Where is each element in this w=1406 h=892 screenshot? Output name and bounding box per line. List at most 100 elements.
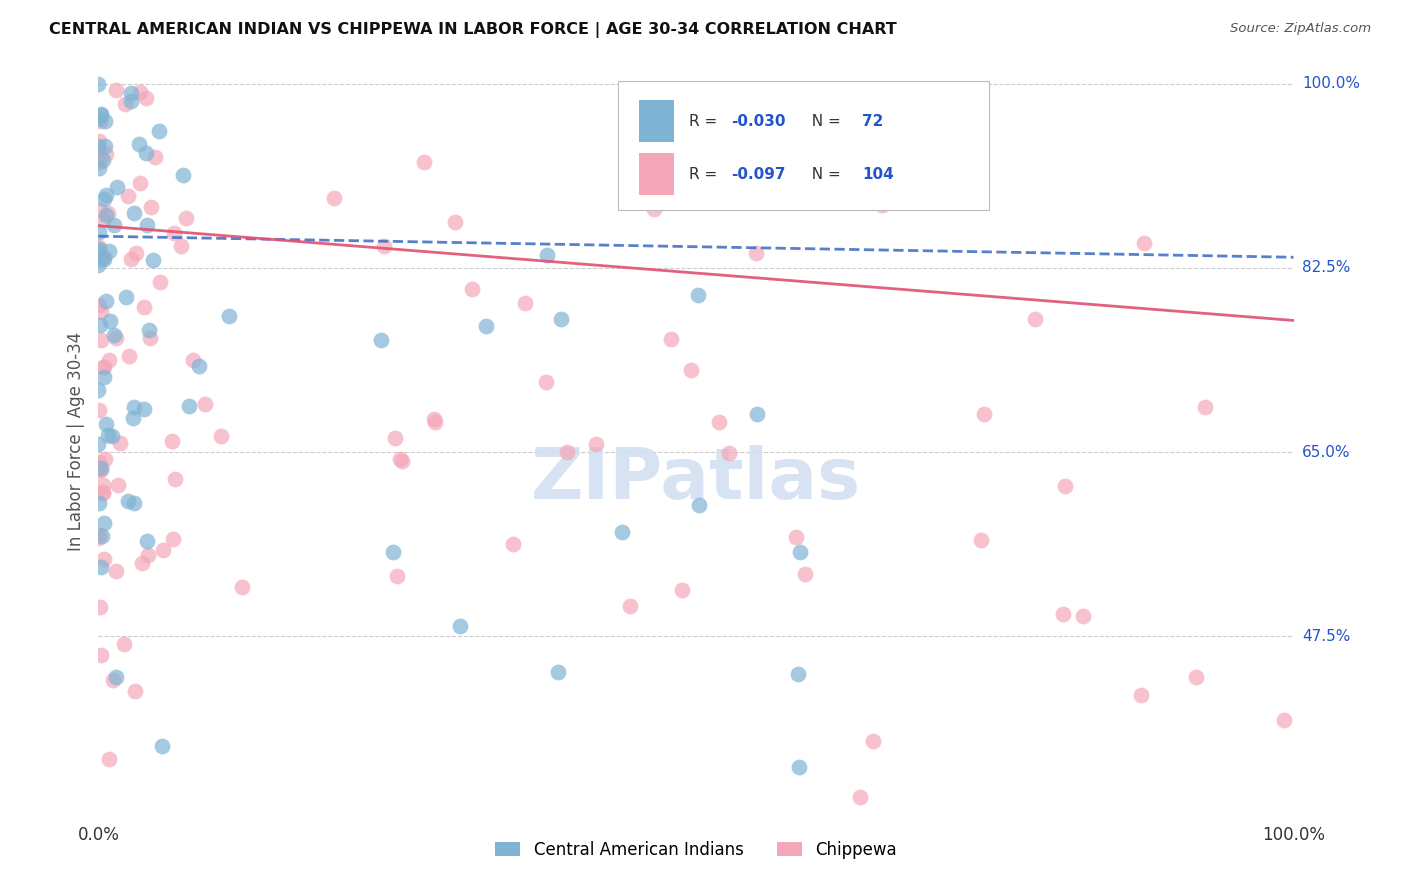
- Point: [870, 198, 893, 212]
- Point: [108, 436, 131, 450]
- Point: [162, 532, 184, 546]
- Text: Source: ZipAtlas.com: Source: ZipAtlas.com: [1230, 22, 1371, 36]
- Text: CENTRAL AMERICAN INDIAN VS CHIPPEWA IN LABOR FORCE | AGE 30-34 CORRELATION CHART: CENTRAL AMERICAN INDIAN VS CHIPPEWA IN L…: [49, 22, 897, 38]
- Point: [502, 537, 524, 551]
- Point: [114, 97, 136, 112]
- Point: [152, 543, 174, 558]
- Point: [91, 212, 114, 227]
- Point: [188, 359, 211, 373]
- Point: [90, 106, 112, 120]
- Point: [105, 83, 128, 97]
- Point: [1184, 670, 1206, 684]
- Point: [91, 360, 114, 375]
- Point: [136, 548, 159, 562]
- Point: [218, 309, 240, 323]
- Point: [87, 402, 110, 417]
- Point: [745, 246, 768, 260]
- Point: [89, 318, 111, 332]
- Point: [90, 333, 112, 347]
- Point: [671, 583, 693, 598]
- Point: [90, 460, 112, 475]
- Point: [1130, 688, 1153, 702]
- Point: [323, 191, 346, 205]
- Point: [138, 322, 160, 336]
- Point: [90, 648, 112, 662]
- Point: [122, 411, 145, 425]
- Point: [87, 463, 110, 477]
- Point: [120, 94, 142, 108]
- Point: [89, 599, 111, 614]
- Point: [120, 86, 142, 100]
- Point: [89, 161, 111, 175]
- Point: [87, 258, 110, 272]
- Point: [231, 580, 253, 594]
- Point: [789, 760, 811, 774]
- Y-axis label: In Labor Force | Age 30-34: In Labor Force | Age 30-34: [67, 332, 86, 551]
- Point: [97, 428, 120, 442]
- Text: R =: R =: [689, 167, 721, 182]
- Point: [849, 790, 872, 805]
- Point: [89, 148, 111, 162]
- Point: [423, 411, 446, 425]
- Point: [94, 417, 117, 431]
- Point: [103, 328, 125, 343]
- Point: [970, 533, 993, 548]
- Point: [87, 244, 110, 258]
- Point: [97, 352, 120, 367]
- Point: [117, 494, 139, 508]
- Point: [128, 136, 150, 151]
- Point: [90, 108, 112, 122]
- Legend: Central American Indians, Chippewa: Central American Indians, Chippewa: [488, 834, 904, 865]
- Point: [536, 248, 558, 262]
- Point: [148, 123, 170, 137]
- Point: [87, 298, 110, 312]
- Point: [794, 567, 817, 582]
- Point: [120, 252, 142, 266]
- Point: [135, 91, 157, 105]
- Point: [93, 516, 115, 531]
- Text: 47.5%: 47.5%: [1302, 629, 1350, 644]
- Point: [534, 376, 557, 390]
- Point: [555, 445, 578, 459]
- Point: [679, 362, 702, 376]
- Bar: [638, 100, 675, 142]
- Point: [209, 429, 232, 443]
- Point: [135, 218, 157, 232]
- Point: [707, 415, 730, 429]
- Point: [747, 407, 769, 421]
- Point: [105, 331, 128, 345]
- Text: 65.0%: 65.0%: [1302, 444, 1350, 459]
- Point: [461, 282, 484, 296]
- Point: [94, 208, 117, 222]
- Point: [93, 359, 115, 374]
- Point: [91, 485, 114, 500]
- Point: [125, 246, 148, 260]
- Point: [129, 85, 152, 99]
- Point: [128, 176, 150, 190]
- Point: [387, 569, 409, 583]
- Point: [370, 333, 392, 347]
- Point: [122, 400, 145, 414]
- Point: [135, 146, 157, 161]
- Point: [1071, 609, 1094, 624]
- Point: [659, 332, 682, 346]
- Point: [194, 396, 217, 410]
- Point: [114, 637, 136, 651]
- Point: [384, 431, 406, 445]
- Point: [610, 525, 633, 540]
- Point: [93, 551, 115, 566]
- Point: [87, 112, 110, 127]
- Point: [105, 180, 128, 194]
- Point: [145, 150, 167, 164]
- Point: [90, 463, 112, 477]
- Point: [93, 153, 115, 167]
- Point: [787, 666, 810, 681]
- Point: [97, 752, 120, 766]
- Text: ZIPatlas: ZIPatlas: [531, 445, 860, 514]
- Point: [643, 202, 665, 217]
- Point: [87, 139, 110, 153]
- Point: [131, 557, 153, 571]
- Point: [165, 472, 187, 486]
- Point: [862, 734, 884, 748]
- Point: [1133, 236, 1156, 251]
